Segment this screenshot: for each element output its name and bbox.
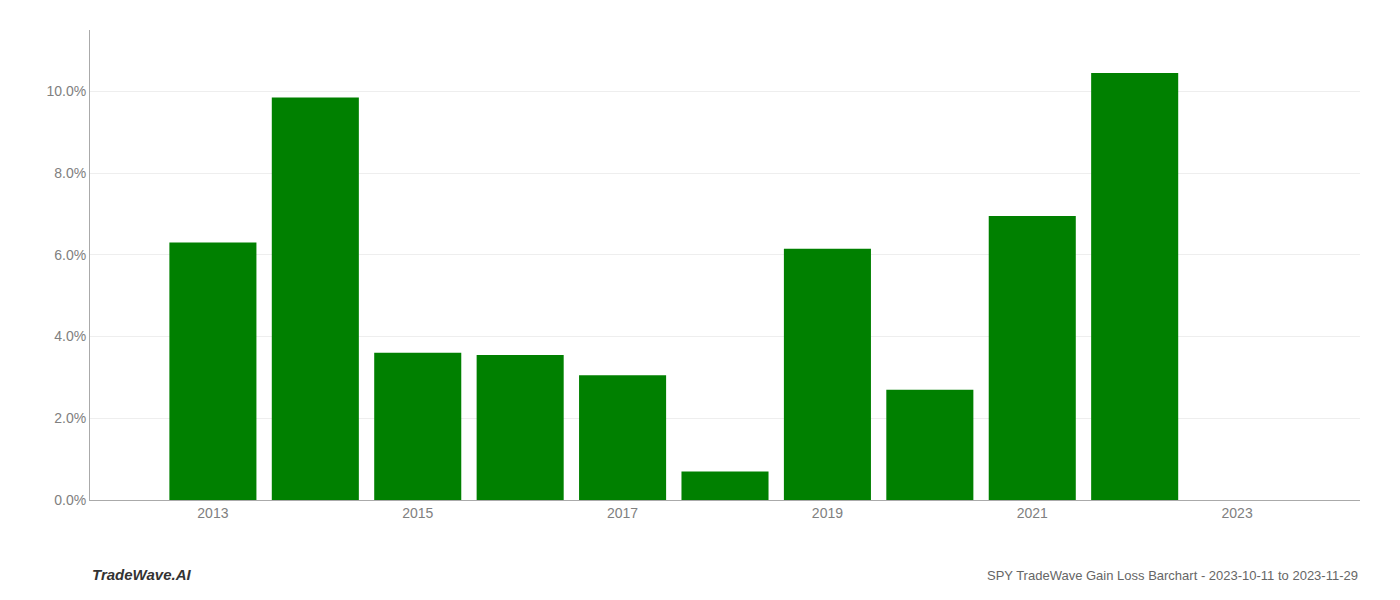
svg-text:SPY TradeWave Gain Loss Barcha: SPY TradeWave Gain Loss Barchart - 2023-… <box>987 568 1358 583</box>
svg-text:4.0%: 4.0% <box>54 328 86 344</box>
svg-text:2023: 2023 <box>1222 505 1253 521</box>
svg-text:2015: 2015 <box>402 505 433 521</box>
svg-text:2017: 2017 <box>607 505 638 521</box>
svg-text:2013: 2013 <box>197 505 228 521</box>
svg-text:2021: 2021 <box>1017 505 1048 521</box>
svg-text:0.0%: 0.0% <box>54 492 86 508</box>
svg-text:2.0%: 2.0% <box>54 410 86 426</box>
svg-text:TradeWave.AI: TradeWave.AI <box>92 566 191 583</box>
svg-text:6.0%: 6.0% <box>54 247 86 263</box>
svg-text:8.0%: 8.0% <box>54 165 86 181</box>
svg-text:10.0%: 10.0% <box>46 83 86 99</box>
svg-text:2019: 2019 <box>812 505 843 521</box>
